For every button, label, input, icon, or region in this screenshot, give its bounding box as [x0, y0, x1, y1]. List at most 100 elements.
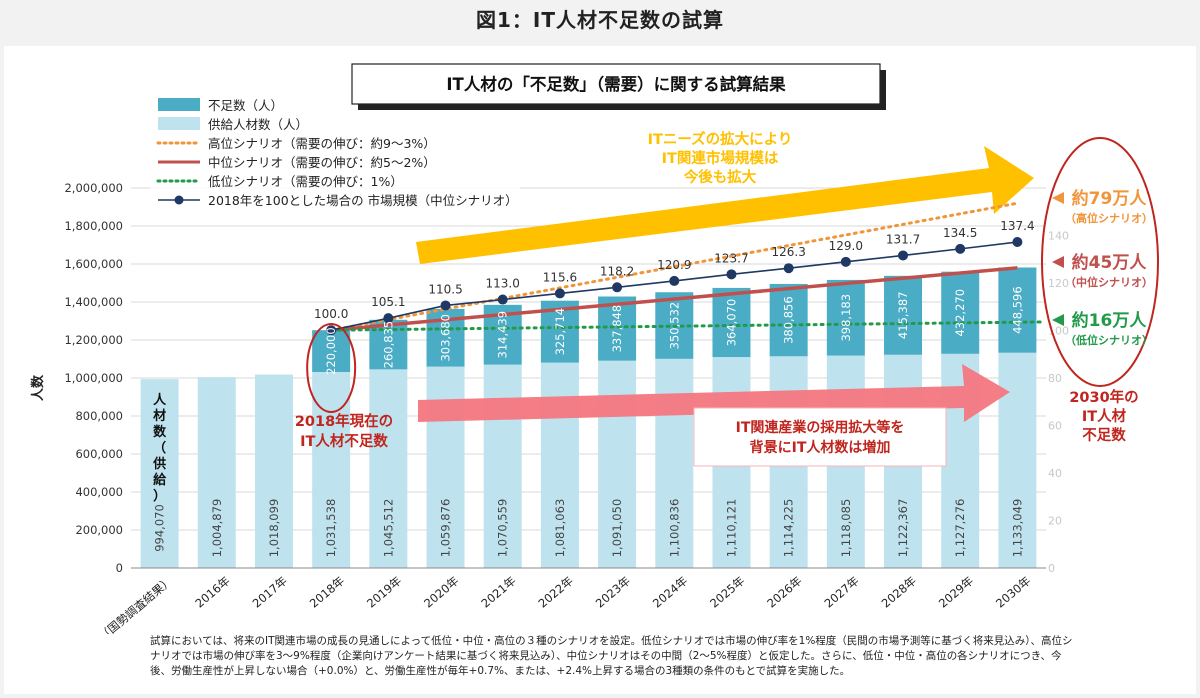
y-tick-label: 1,800,000	[64, 219, 123, 233]
x-tick-label: 2030年	[993, 574, 1033, 611]
shortage-value-label: 380,856	[782, 296, 796, 344]
pink-arrow-text: IT関連産業の採用拡大等を	[736, 419, 905, 436]
shortage-value-label: 432,270	[953, 289, 967, 337]
callout-pointer	[1052, 314, 1064, 326]
x-tick-label: 2023年	[593, 574, 633, 611]
market-point	[840, 256, 851, 267]
footnote: 試算においては、将来のIT関連市場の成長の見通しによって低位・中位・高位の３種の…	[150, 635, 1073, 677]
callout-value: 約45万人	[1072, 252, 1148, 273]
x-tick-label: 2015年（国勢調査結果）	[65, 574, 176, 634]
market-value-label: 113.0	[486, 277, 520, 291]
figure-title: 図1：IT人材不足数の試算	[476, 8, 724, 32]
shortage-2030-text: 不足数	[1082, 426, 1126, 444]
bar-side-label-char: 材	[153, 408, 166, 424]
market-point	[955, 243, 966, 254]
shortage-value-label: 303,680	[439, 314, 453, 362]
shortage-bar	[884, 275, 923, 355]
x-tick-label: 2016年	[192, 574, 232, 611]
legend-swatch	[158, 98, 200, 111]
y-tick-label: 1,200,000	[64, 333, 123, 347]
shortage-bar	[941, 271, 980, 354]
market-value-label: 123.7	[714, 251, 748, 265]
highlight-ellipse-2018	[306, 323, 357, 413]
orange-arrow-text: ITニーズの拡大により	[648, 130, 793, 148]
legend-label: 低位シナリオ（需要の伸び：1%）	[208, 174, 403, 189]
x-tick-label: 2027年	[822, 574, 862, 611]
market-point	[898, 250, 909, 261]
chart-svg: 994,070 1,004,879 1,018,099 1,031,538 220,00…	[30, 63, 1159, 670]
highlight-ellipse-2030	[1041, 137, 1159, 387]
x-tick-label: 2019年	[364, 574, 404, 611]
shortage-value-label: 314,439	[496, 311, 510, 359]
market-value-label: 137.4	[1000, 219, 1034, 233]
y-tick-label: 600,000	[75, 447, 123, 461]
supply-value-label: 1,045,512	[381, 499, 395, 558]
market-value-label: 126.3	[771, 245, 805, 259]
shortage-2030-text: IT人材	[1082, 407, 1127, 425]
shortage-2030-text: 2030年の	[1069, 388, 1138, 406]
chart-title: IT人材の「不足数」（需要）に関する試算結果	[446, 74, 786, 94]
supply-value-label: 1,081,063	[553, 499, 567, 558]
x-tick-label: 2021年	[478, 574, 518, 611]
supply-value-label: 1,100,836	[667, 499, 681, 558]
supply-bar	[369, 369, 408, 568]
bar-side-label-char: （	[153, 440, 166, 456]
y-tick-label: 1,600,000	[64, 257, 123, 271]
shortage-value-label: 364,070	[724, 299, 738, 347]
shortage-value-label: 415,387	[896, 292, 910, 340]
y-tick-label: 800,000	[75, 409, 123, 423]
supply-value-label: 1,031,538	[324, 499, 338, 558]
market-point	[726, 269, 737, 280]
shortage-bar	[826, 279, 865, 356]
legend-label: 2018年を100とした場合の 市場規模（中位シナリオ）	[208, 193, 518, 208]
low-scenario-line	[329, 320, 1043, 332]
market-point	[1012, 237, 1023, 248]
market-value-label: 131.7	[886, 232, 920, 246]
y-tick-label: 1,000,000	[64, 371, 123, 385]
y-tick-label: 200,000	[75, 523, 123, 537]
market-point	[669, 275, 680, 286]
x-tick-label: 2029年	[936, 574, 976, 611]
market-point	[783, 263, 794, 274]
supply-value-label: 1,110,121	[724, 499, 738, 558]
right-tick-label: 60	[1048, 420, 1062, 433]
market-point	[440, 300, 451, 311]
supply-value-label: 1,118,085	[839, 499, 853, 558]
shortage-value-label: 220,000	[324, 327, 338, 375]
supply-value-label: 1,091,050	[610, 499, 624, 558]
x-tick-label: 2018年	[307, 574, 347, 611]
legend-label: 供給人材数（人）	[208, 117, 308, 132]
market-point	[383, 313, 394, 324]
title-box	[351, 63, 881, 105]
shortage-value-label: 337,848	[610, 305, 624, 353]
market-value-label: 120.9	[657, 258, 691, 272]
supply-value-label: 1,059,876	[439, 499, 453, 558]
market-point	[612, 282, 623, 293]
pink-arrow-text: 背景にIT人材数は増加	[750, 439, 891, 456]
callout-pointer	[1052, 192, 1064, 204]
right-tick-label: 120	[1048, 277, 1069, 290]
right-tick-label: 20	[1048, 515, 1062, 528]
bar-side-label-char: 給	[153, 472, 167, 488]
bar-side-label-char: 供	[152, 456, 166, 472]
shortage-value-label: 448,596	[1010, 286, 1024, 334]
x-tick-label: 2025年	[707, 574, 747, 611]
shortage-value-label: 398,183	[839, 294, 853, 342]
legend-label: 不足数（人）	[208, 98, 283, 113]
legend-label: 中位シナリオ（需要の伸び：約5～2%）	[208, 155, 436, 170]
shortage-bar	[998, 267, 1037, 353]
y-tick-label: 2,000,000	[64, 181, 123, 195]
shortage-2018-text: IT人材不足数	[300, 432, 388, 450]
y-axis-title: 人数	[30, 374, 46, 401]
callout-scenario: （低位シナリオ）	[1065, 333, 1153, 347]
supply-bar	[998, 352, 1037, 568]
chart-panel: 994,070 1,004,879 1,018,099 1,031,538 220,00…	[4, 46, 1196, 694]
callout-scenario: （中位シナリオ）	[1065, 275, 1153, 289]
y-tick-label: 1,400,000	[64, 295, 123, 309]
supply-value-label: 1,070,559	[496, 499, 510, 558]
shortage-value-label: 325,714	[553, 308, 567, 356]
supply-value-label: 1,004,879	[210, 499, 224, 558]
mid-scenario-line	[330, 266, 1018, 332]
market-value-label: 118.2	[600, 264, 634, 278]
orange-arrow-text: IT関連市場規模は	[662, 149, 779, 167]
